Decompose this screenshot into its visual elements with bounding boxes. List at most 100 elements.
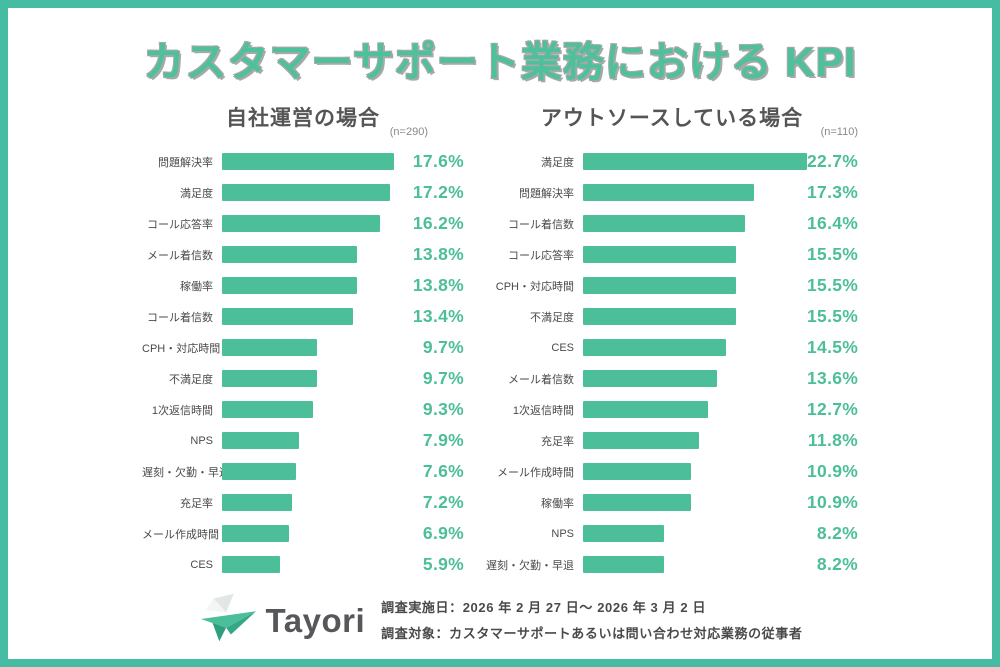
value-label: 17.2% xyxy=(412,182,464,202)
bar-track xyxy=(583,153,807,170)
chart-outsourced-sample-size: (n=110) xyxy=(820,126,858,138)
chart-row: 満足度 22.7% xyxy=(486,146,858,177)
category-label: NPS xyxy=(190,434,213,447)
category-label: CPH・対応時間 xyxy=(495,280,574,293)
bar-track xyxy=(222,556,394,573)
chart-inhouse-sample-size: (n=290) xyxy=(389,126,428,138)
bar-track xyxy=(583,370,807,387)
bar-track xyxy=(222,494,394,511)
bar xyxy=(583,370,718,387)
category-label: 不満足度 xyxy=(530,311,574,324)
bar-track xyxy=(222,339,394,356)
chart-row: 満足度 17.2% xyxy=(142,177,464,208)
category-label: NPS xyxy=(551,527,574,540)
category-label: 稼働率 xyxy=(180,280,213,293)
category-label: 問題解決率 xyxy=(519,187,574,200)
chart-row: 稼働率 13.8% xyxy=(142,270,464,301)
chart-row: 不満足度 9.7% xyxy=(142,363,464,394)
category-label: メール作成時間 xyxy=(142,528,219,541)
category-label: 充足率 xyxy=(180,497,213,510)
value-label: 16.2% xyxy=(412,213,464,233)
category-label: メール着信数 xyxy=(508,373,574,386)
bar-track xyxy=(583,494,807,511)
category-label: CES xyxy=(190,558,213,571)
bar-track xyxy=(583,463,807,480)
category-label: 1次返信時間 xyxy=(512,404,574,417)
value-label: 15.5% xyxy=(807,306,859,326)
chart-row: メール作成時間 6.9% xyxy=(142,518,464,549)
bar xyxy=(222,525,290,542)
chart-outsourced: アウトソースしている場合 (n=110) 満足度 22.7% 問題解決率 17.3% コ… xyxy=(486,102,858,580)
bar-track xyxy=(583,308,807,325)
value-label: 10.9% xyxy=(807,492,859,512)
value-label: 7.2% xyxy=(422,492,464,512)
chart-row: 充足率 11.8% xyxy=(486,425,858,456)
page-title: カスタマーサポート業務における KPI xyxy=(143,39,857,85)
value-label: 17.6% xyxy=(412,151,464,171)
bar-track xyxy=(583,184,807,201)
bar xyxy=(583,184,754,201)
tayori-logo: Tayori xyxy=(198,592,366,649)
category-label: 遅刻・欠勤・早退 xyxy=(486,559,574,572)
chart-row: 問題解決率 17.6% xyxy=(142,146,464,177)
chart-inhouse: 自社運営の場合 (n=290) 問題解決率 17.6% 満足度 17.2% コール応答率… xyxy=(142,102,464,580)
tayori-logo-text: Tayori xyxy=(265,601,366,639)
tayori-paper-plane-icon xyxy=(198,592,260,649)
bar-track xyxy=(583,432,807,449)
value-label: 5.9% xyxy=(422,554,464,574)
bar xyxy=(222,494,293,511)
bar-track xyxy=(222,432,394,449)
bar xyxy=(222,370,317,387)
chart-row: CPH・対応時間 15.5% xyxy=(486,270,858,301)
category-label: メール作成時間 xyxy=(497,466,574,479)
chart-row: 1次返信時間 9.3% xyxy=(142,394,464,425)
bar xyxy=(222,153,394,170)
chart-row: 1次返信時間 12.7% xyxy=(486,394,858,425)
bar xyxy=(222,184,391,201)
footer: Tayori 調査実施日：2026 年 2 月 27 日～ 2026 年 3 月… xyxy=(8,592,992,649)
bar xyxy=(222,339,317,356)
survey-date: 調査実施日：2026 年 2 月 27 日～ 2026 年 3 月 2 日 xyxy=(381,599,707,615)
chart-outsourced-rows: 満足度 22.7% 問題解決率 17.3% コール着信数 16.4% コール応答率 15.5%… xyxy=(486,146,858,580)
bar-track xyxy=(583,556,807,573)
bar-track xyxy=(222,463,394,480)
bar-track xyxy=(583,215,807,232)
chart-row: 不満足度 15.5% xyxy=(486,301,858,332)
bar xyxy=(583,277,736,294)
bar-track xyxy=(222,215,394,232)
bar xyxy=(222,463,297,480)
value-label: 13.6% xyxy=(807,368,859,388)
survey-target: 調査対象：カスタマーサポートあるいは問い合わせ対応業務の従事者 xyxy=(381,625,803,641)
category-label: 不満足度 xyxy=(169,373,213,386)
chart-row: CES 5.9% xyxy=(142,549,464,580)
bar xyxy=(222,246,357,263)
bar xyxy=(583,308,736,325)
value-label: 15.5% xyxy=(807,275,859,295)
value-label: 14.5% xyxy=(807,337,859,357)
value-label: 8.2% xyxy=(816,523,858,543)
value-label: 9.7% xyxy=(422,337,464,357)
value-label: 7.9% xyxy=(422,430,464,450)
bar xyxy=(222,556,280,573)
bar xyxy=(222,308,353,325)
value-label: 13.8% xyxy=(412,244,464,264)
value-label: 9.3% xyxy=(422,399,464,419)
bar xyxy=(222,401,313,418)
bar-track xyxy=(583,277,807,294)
chart-row: メール着信数 13.8% xyxy=(142,239,464,270)
chart-row: 遅刻・欠勤・早退 8.2% xyxy=(486,549,858,580)
bar xyxy=(583,556,664,573)
bar xyxy=(583,432,700,449)
value-label: 7.6% xyxy=(422,461,464,481)
value-label: 8.2% xyxy=(816,554,858,574)
value-label: 6.9% xyxy=(422,523,464,543)
category-label: 満足度 xyxy=(541,156,574,169)
value-label: 12.7% xyxy=(807,399,859,419)
charts-container: 自社運営の場合 (n=290) 問題解決率 17.6% 満足度 17.2% コール応答率… xyxy=(8,102,992,580)
category-label: CPH・対応時間 xyxy=(142,342,221,355)
chart-inhouse-title: 自社運営の場合 xyxy=(226,107,380,130)
category-label: 充足率 xyxy=(541,435,574,448)
chart-row: コール着信数 16.4% xyxy=(486,208,858,239)
category-label: コール応答率 xyxy=(147,218,213,231)
value-label: 17.3% xyxy=(807,182,859,202)
